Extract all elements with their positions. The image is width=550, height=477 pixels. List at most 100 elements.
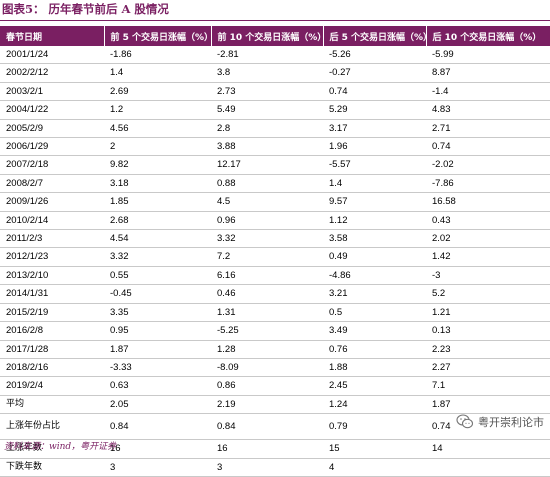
value-cell: 0.5 [323, 303, 426, 323]
value-cell: 2.68 [104, 211, 211, 231]
value-cell: 4.83 [426, 100, 550, 120]
row-label-cell: 2008/2/7 [0, 174, 104, 194]
value-cell: -2.02 [426, 155, 550, 175]
column-header: 后 5 个交易日涨幅（%） [323, 26, 432, 46]
value-cell: 3.32 [104, 247, 211, 267]
value-cell: 1.28 [211, 340, 323, 359]
value-cell: 2.45 [323, 376, 426, 396]
value-cell: -8.09 [211, 358, 323, 378]
value-cell: 0.49 [323, 247, 426, 267]
column-header: 前 5 个交易日涨幅（%） [104, 26, 213, 46]
table-row: 2006/1/29 2 3.88 1.96 0.74 [0, 137, 550, 157]
value-cell: 6.16 [211, 266, 323, 286]
row-label-cell: 2013/2/10 [0, 266, 104, 286]
row-label-cell: 2003/2/1 [0, 82, 104, 102]
table-row: 2017/1/28 1.87 1.28 0.76 2.23 [0, 340, 550, 359]
table-row: 2001/1/24 -1.86 -2.81 -5.26 -5.99 [0, 46, 550, 65]
table-row: 2013/2/10 0.55 6.16 -4.86 -3 [0, 266, 550, 286]
row-label-cell: 2017/1/28 [0, 340, 104, 359]
table-row: 2012/1/23 3.32 7.2 0.49 1.42 [0, 247, 550, 267]
row-label-cell: 2004/1/22 [0, 100, 104, 120]
value-cell: 0.86 [211, 376, 323, 396]
value-cell: -5.57 [323, 155, 426, 175]
table-row: 2007/2/18 9.82 12.17 -5.57 -2.02 [0, 155, 550, 175]
value-cell: 1.87 [104, 340, 211, 359]
source-note: 资料来源：wind，粤开证券 [4, 442, 117, 452]
value-cell: 0.84 [104, 413, 211, 441]
value-cell: -4.86 [323, 266, 426, 286]
value-cell: 15 [323, 439, 426, 459]
watermark-text: 粤开崇利论市 [478, 416, 544, 429]
row-label-cell: 下跌年数 [0, 458, 104, 477]
table-row: 2010/2/14 2.68 0.96 1.12 0.43 [0, 211, 550, 231]
value-cell: -7.86 [426, 174, 550, 194]
value-cell: 2.02 [426, 229, 550, 249]
value-cell: 0.88 [211, 174, 323, 194]
table-row: 2004/1/22 1.2 5.49 5.29 4.83 [0, 100, 550, 120]
value-cell: 0.43 [426, 211, 550, 231]
summary-row: 平均 2.05 2.19 1.24 1.87 [0, 395, 550, 415]
value-cell [426, 458, 550, 477]
table-row: 2014/1/31 -0.45 0.46 3.21 5.2 [0, 284, 550, 304]
value-cell: 3.49 [323, 321, 426, 341]
row-label-cell: 2014/1/31 [0, 284, 104, 304]
table-row: 2003/2/1 2.69 2.73 0.74 -1.4 [0, 82, 550, 102]
value-cell: 7.1 [426, 376, 550, 396]
column-header: 前 10 个交易日涨幅（%） [211, 26, 326, 46]
value-cell: 16 [211, 439, 323, 459]
row-label-cell: 2002/2/12 [0, 63, 104, 83]
value-cell: 14 [426, 439, 550, 459]
value-cell: 7.2 [211, 247, 323, 267]
value-cell: -1.4 [426, 82, 550, 102]
value-cell: 5.29 [323, 100, 426, 120]
value-cell: -3 [426, 266, 550, 286]
row-label-cell: 2016/2/8 [0, 321, 104, 341]
value-cell: 1.31 [211, 303, 323, 323]
value-cell: 16.58 [426, 192, 550, 212]
summary-row: 上涨年份占比 0.84 0.84 0.79 0.74 [0, 413, 550, 441]
value-cell: 3.8 [211, 63, 323, 83]
table-row: 2002/2/12 1.4 3.8 -0.27 8.87 [0, 63, 550, 83]
table-body: 2001/1/24 -1.86 -2.81 -5.26 -5.99 2002/2/12 1.… [0, 46, 550, 477]
row-label-cell: 上涨年份占比 [0, 413, 104, 441]
figure-title: 图表5： 历年春节前后 A 股情况 [2, 2, 169, 16]
row-label-cell: 2011/2/3 [0, 229, 104, 249]
value-cell: -3.33 [104, 358, 211, 378]
value-cell: 2 [104, 137, 211, 157]
value-cell: 16 [104, 439, 211, 459]
value-cell: 0.74 [426, 137, 550, 157]
table-row: 2015/2/19 3.35 1.31 0.5 1.21 [0, 303, 550, 323]
row-label-cell: 2009/1/26 [0, 192, 104, 212]
value-cell: 0.63 [104, 376, 211, 396]
value-cell: 5.49 [211, 100, 323, 120]
value-cell: 4.56 [104, 119, 211, 139]
row-label-cell: 2018/2/16 [0, 358, 104, 378]
value-cell: -0.27 [323, 63, 426, 83]
value-cell: 0.95 [104, 321, 211, 341]
value-cell: 1.21 [426, 303, 550, 323]
value-cell: 3.58 [323, 229, 426, 249]
value-cell: 3.21 [323, 284, 426, 304]
value-cell: 1.42 [426, 247, 550, 267]
value-cell: -2.81 [211, 46, 323, 65]
value-cell: 2.73 [211, 82, 323, 102]
value-cell: 0.74 [426, 413, 550, 441]
row-label-cell: 2001/1/24 [0, 46, 104, 65]
value-cell: 1.24 [323, 395, 426, 415]
value-cell: -0.45 [104, 284, 211, 304]
row-label-cell: 2006/1/29 [0, 137, 104, 157]
value-cell: 1.87 [426, 395, 550, 415]
value-cell: 0.79 [323, 413, 426, 441]
value-cell: 12.17 [211, 155, 323, 175]
value-cell: -5.99 [426, 46, 550, 65]
value-cell: 0.55 [104, 266, 211, 286]
row-label-cell: 平均 [0, 395, 104, 415]
value-cell: 2.69 [104, 82, 211, 102]
table-row: 2009/1/26 1.85 4.5 9.57 16.58 [0, 192, 550, 212]
value-cell: 2.71 [426, 119, 550, 139]
wechat-icon [456, 414, 474, 429]
value-cell: 8.87 [426, 63, 550, 83]
value-cell: 1.12 [323, 211, 426, 231]
watermark: 粤开崇利论市 [456, 414, 544, 430]
value-cell: 1.88 [323, 358, 426, 378]
